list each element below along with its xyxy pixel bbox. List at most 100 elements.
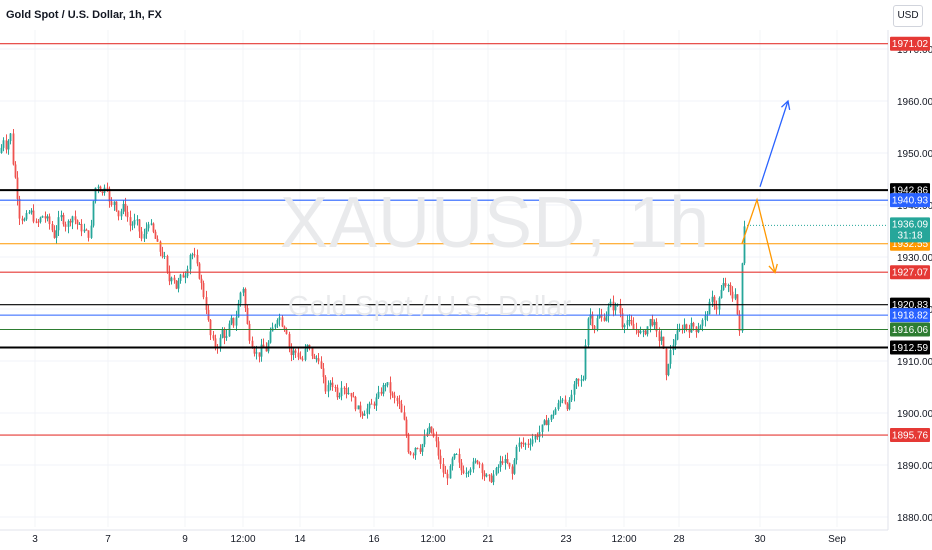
level-price-label: 1920.83 <box>892 300 929 311</box>
candle-body <box>159 241 162 252</box>
candle-body <box>71 216 74 223</box>
candle-body <box>444 472 447 474</box>
candle-body <box>373 403 376 406</box>
candle-body <box>154 231 157 239</box>
candle-body <box>191 254 194 256</box>
candle-body <box>596 318 599 331</box>
candle-body <box>488 474 491 476</box>
candle-body <box>534 435 537 440</box>
candle-body <box>106 187 109 189</box>
candle-body <box>550 415 553 420</box>
candle-body <box>483 473 486 477</box>
candle-body <box>189 255 192 270</box>
candle-body <box>53 230 56 238</box>
candle-body <box>396 397 399 401</box>
level-price-tag <box>890 308 930 323</box>
candle-body <box>701 320 704 326</box>
candle-body <box>39 217 42 222</box>
candle-body <box>451 458 454 467</box>
candle-body <box>175 280 178 289</box>
candle-body <box>400 403 403 413</box>
candle-body <box>499 461 502 468</box>
candle-body <box>626 320 629 326</box>
candle-body <box>501 461 504 464</box>
candle-body <box>481 464 484 474</box>
candle-body <box>177 280 180 289</box>
candle-body <box>92 201 95 226</box>
candle-body <box>288 333 291 347</box>
candle-body <box>69 221 72 223</box>
candle-body <box>437 441 440 456</box>
candle-body <box>398 400 401 404</box>
candle-body <box>108 188 111 202</box>
candle-body <box>644 330 647 335</box>
y-tick-label: 1900.00 <box>897 409 932 420</box>
candle-body <box>340 387 343 397</box>
candle-body <box>304 348 307 360</box>
candle-body <box>94 187 97 202</box>
candle-body <box>541 424 544 432</box>
candle-body <box>527 443 530 445</box>
candle-body <box>704 315 707 321</box>
candle-body <box>51 224 54 231</box>
currency-selector-button[interactable]: USD <box>893 5 923 27</box>
candle-body <box>653 321 656 326</box>
candle-body <box>184 276 187 278</box>
candle-body <box>465 472 468 474</box>
candle-body <box>566 403 569 410</box>
candle-body <box>598 314 601 319</box>
candle-body <box>101 191 104 193</box>
candle-body <box>637 330 640 334</box>
candle-body <box>345 388 348 395</box>
candle-body <box>320 361 323 369</box>
candle-body <box>156 238 159 242</box>
candle-body <box>90 225 93 238</box>
candle-body <box>660 336 663 341</box>
candle-body <box>667 363 670 376</box>
candle-body <box>354 397 357 410</box>
candle-body <box>584 345 587 380</box>
candle-body <box>331 382 334 388</box>
candle-body <box>281 317 284 327</box>
candle-body <box>619 304 622 314</box>
candle-body <box>32 210 35 222</box>
candle-body <box>278 317 281 321</box>
candle-body <box>455 453 458 455</box>
level-price-tag <box>890 428 930 443</box>
candle-body <box>196 254 199 264</box>
candle-body <box>23 219 26 221</box>
candle-body <box>301 358 304 360</box>
candle-body <box>173 277 176 281</box>
candle-body <box>472 461 475 470</box>
candle-body <box>131 224 134 226</box>
candle-body <box>170 277 173 282</box>
candle-body <box>294 350 297 353</box>
candle-body <box>646 326 649 335</box>
candle-body <box>246 307 249 324</box>
x-tick-label: 12:00 <box>611 534 636 545</box>
candle-body <box>593 325 596 331</box>
candle-body <box>343 387 346 389</box>
candle-body <box>166 255 169 272</box>
projection-arrow <box>759 100 789 188</box>
bar-countdown-label: 31:18 <box>897 230 922 241</box>
candle-body <box>504 459 507 464</box>
candle-body <box>407 435 410 453</box>
candle-body <box>209 319 212 336</box>
x-tick-label: Sep <box>828 534 846 545</box>
candle-body <box>64 224 67 227</box>
candle-body <box>559 400 562 404</box>
x-tick-label: 14 <box>294 534 306 545</box>
candle-body <box>699 325 702 330</box>
candle-body <box>262 344 265 347</box>
level-price-label: 1940.93 <box>892 196 929 207</box>
arrow-head <box>768 263 778 274</box>
candle-body <box>497 467 500 469</box>
candle-body <box>375 397 378 406</box>
x-tick-label: 30 <box>754 534 766 545</box>
candle-body <box>168 271 171 282</box>
candle-body <box>74 216 77 221</box>
candle-body <box>743 226 746 264</box>
candle-body <box>0 147 3 153</box>
